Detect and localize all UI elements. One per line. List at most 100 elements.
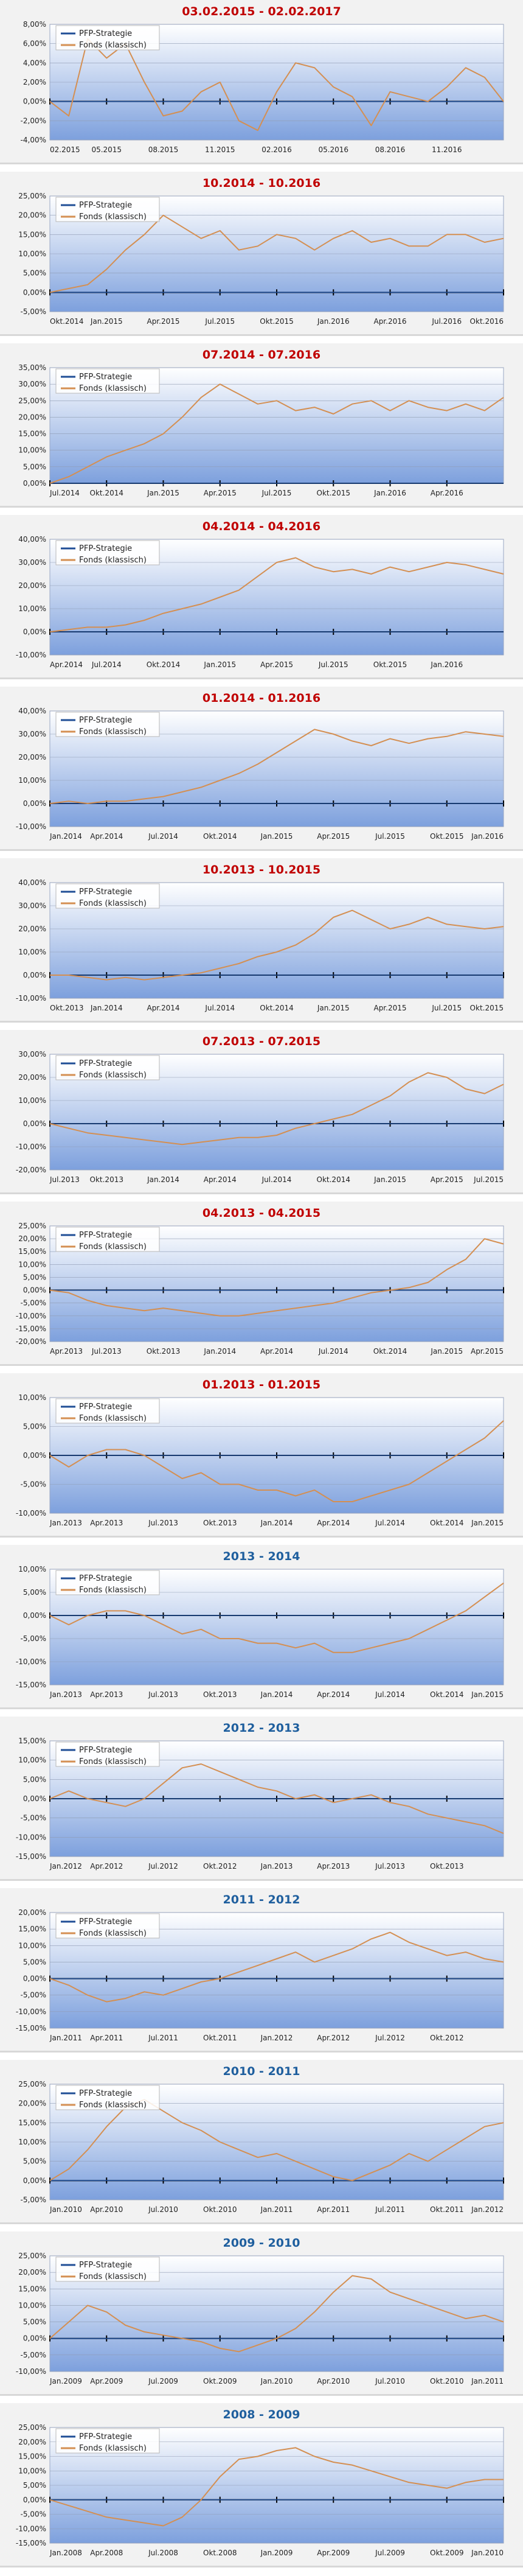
y-tick-label: 4,00% [23, 58, 46, 67]
y-tick-label: -5,00% [21, 1814, 46, 1822]
x-tick-label: Jul.2016 [431, 317, 462, 326]
chart-panel: 10.2014 - 10.2016 25,00% 20,00% 15,00% 10,00… [0, 172, 523, 336]
x-tick-label: Jan.2016 [317, 317, 350, 326]
legend: PFP-Strategie Fonds (klassisch) [55, 712, 160, 737]
x-tick-label: 08.2015 [148, 145, 179, 154]
y-tick-label: 0,00% [23, 1975, 46, 1983]
x-tick-label: Apr.2012 [90, 1862, 123, 1871]
x-tick-label: Okt.2009 [203, 2377, 237, 2385]
y-tick-label: 20,00% [18, 1909, 46, 1917]
y-tick-label: 10,00% [18, 948, 46, 956]
series-line-fonds-klassisch [49, 557, 504, 632]
y-tick-label: 5,00% [23, 1273, 46, 1281]
x-tick-label: Jan.2016 [471, 832, 504, 841]
x-tick-label: Jan.2015 [471, 1690, 504, 1699]
y-tick-label: 10,00% [18, 2138, 46, 2146]
chart-panel: 03.02.2015 - 02.02.2017 8,00% 6,00% 4,00% 2,… [0, 0, 523, 164]
legend: PFP-Strategie Fonds (klassisch) [55, 1570, 160, 1595]
x-tick-label: Jan.2009 [260, 2549, 293, 2557]
x-tick-label: Okt.2014 [260, 1004, 293, 1012]
x-tick-label: Jul.2015 [375, 832, 405, 841]
x-tick-label: 11.2015 [205, 145, 235, 154]
y-tick-label: 5,00% [23, 2157, 46, 2166]
x-tick-label: Jul.2015 [204, 317, 235, 326]
legend-label: PFP-Strategie [79, 1402, 132, 1412]
y-tick-label: 20,00% [18, 581, 46, 590]
y-tick-label: 30,00% [18, 730, 46, 738]
legend-box [55, 883, 160, 909]
x-tick-label: Okt.2014 [430, 1690, 463, 1699]
x-tick-label: Jul.2010 [148, 2205, 178, 2214]
y-tick-label: -20,00% [16, 1166, 46, 1174]
x-tick-label: Okt.2013 [147, 1347, 180, 1356]
y-tick-label: 0,00% [23, 1794, 46, 1803]
y-tick-label: 20,00% [18, 925, 46, 933]
legend: PFP-Strategie Fonds (klassisch) [55, 1913, 160, 1939]
x-tick-label: Jan.2015 [317, 1004, 350, 1012]
y-tick-label: 20,00% [18, 1073, 46, 1082]
x-tick-label: Jan.2010 [471, 2549, 504, 2557]
x-tick-label: Okt.2014 [373, 1347, 407, 1356]
x-tick-label: Jan.2014 [147, 1175, 179, 1184]
y-tick-label: 25,00% [18, 2081, 46, 2088]
y-tick-label: 0,00% [23, 97, 46, 106]
y-tick-label: 40,00% [18, 536, 46, 544]
y-tick-label: 0,00% [23, 628, 46, 636]
y-tick-label: -10,00% [16, 2007, 46, 2016]
y-tick-label: -10,00% [16, 822, 46, 831]
y-tick-label: -4,00% [21, 136, 46, 144]
chart-title: 07.2013 - 07.2015 [202, 1035, 321, 1048]
x-tick-label: Jan.2013 [260, 1862, 293, 1871]
chart-svg: 25,00% 20,00% 15,00% 10,00% 5,00% 0,00% -5,00%… [16, 1222, 504, 1356]
x-tick-label: Jan.2013 [49, 1519, 82, 1527]
chart-svg: 25,00% 20,00% 15,00% 10,00% 5,00% 0,00% -5,00%… [18, 192, 504, 326]
y-tick-label: 10,00% [18, 2466, 46, 2475]
chart-title: 10.2013 - 10.2015 [202, 863, 321, 877]
x-tick-label: Jan.2009 [49, 2377, 82, 2385]
chart-title: 07.2014 - 07.2016 [202, 348, 321, 362]
legend-label: PFP-Strategie [79, 373, 132, 382]
y-tick-label: -10,00% [16, 994, 46, 1003]
x-tick-label: 05.2016 [318, 145, 348, 154]
x-tick-label: Apr.2013 [317, 1862, 350, 1871]
y-tick-label: -20,00% [16, 1337, 46, 1346]
legend: PFP-Strategie Fonds (klassisch) [55, 540, 160, 565]
x-tick-label: Okt.2015 [317, 489, 350, 497]
y-tick-label: 6,00% [23, 40, 46, 48]
chart-svg: 10,00%5,00%0,00%-5,00%-10,00%-15,00%Jan.… [16, 1566, 504, 1699]
legend-label: Fonds (klassisch) [79, 2272, 147, 2281]
x-tick-label: Jul.2011 [148, 2034, 178, 2042]
y-tick-label: 5,00% [23, 1958, 46, 1966]
y-tick-label: -15,00% [16, 2539, 46, 2547]
y-tick-label: 15,00% [18, 2284, 46, 2293]
y-tick-label: 0,00% [23, 2496, 46, 2504]
chart-panel: 2009 - 2010 25,00% 20,00% 15,00% 10,00% 5,00%… [0, 2231, 523, 2396]
legend-label: PFP-Strategie [79, 29, 132, 38]
x-tick-label: Apr.2014 [260, 1347, 293, 1356]
y-tick-label: -5,00% [21, 2196, 46, 2204]
legend-label: PFP-Strategie [79, 2261, 132, 2270]
y-tick-label: 0,00% [23, 479, 46, 488]
chart-panel: 04.2014 - 04.2016 40,00% 30,00% 20,00% 10,00… [0, 515, 523, 679]
x-tick-label: Okt.2014 [50, 317, 83, 326]
y-tick-label: -5,00% [21, 2351, 46, 2359]
y-tick-label: 0,00% [23, 1611, 46, 1620]
x-tick-label: Jan.2014 [260, 1690, 293, 1699]
x-tick-label: Apr.2014 [317, 1690, 350, 1699]
x-tick-label: Jan.2015 [373, 1175, 406, 1184]
x-tick-label: Jul.2011 [375, 2205, 405, 2214]
chart-svg: 25,00% 20,00% 15,00% 10,00% 5,00% 0,00% -5,00%… [16, 2424, 504, 2557]
legend-label: PFP-Strategie [79, 1231, 132, 1240]
y-tick-label: 10,00% [18, 250, 46, 258]
y-tick-label: 25,00% [18, 396, 46, 405]
x-tick-label: Okt.2008 [203, 2549, 237, 2557]
chart-svg: 25,00% 20,00% 15,00% 10,00% 5,00% 0,00% -5,00%… [16, 2252, 504, 2385]
y-tick-label: -15,00% [16, 1325, 46, 1333]
y-tick-label: 10,00% [18, 776, 46, 785]
x-tick-label: Okt.2016 [470, 317, 504, 326]
x-tick-label: Okt.2014 [203, 832, 237, 841]
legend-label: PFP-Strategie [79, 2432, 132, 2441]
x-tick-label: Jan.2012 [260, 2034, 293, 2042]
chart-panel: 01.2014 - 01.2016 40,00% 30,00% 20,00% 10,00… [0, 687, 523, 851]
